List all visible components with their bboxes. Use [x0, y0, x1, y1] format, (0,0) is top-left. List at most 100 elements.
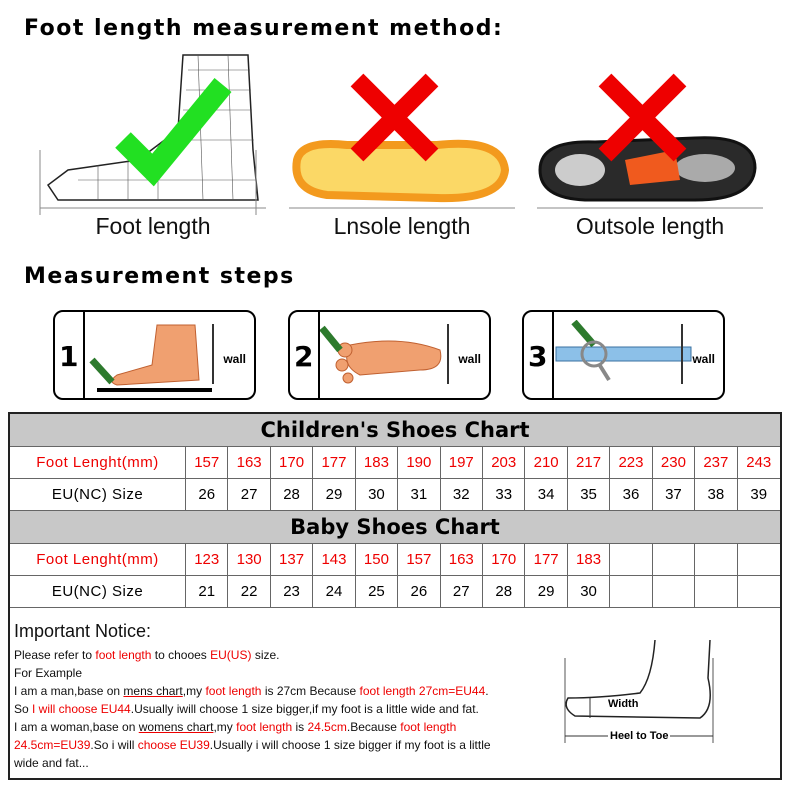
step-3: 3 wall [522, 310, 725, 400]
notice-text: foot length 27cm=EU44 [359, 684, 486, 698]
size-cell: 39 [750, 486, 768, 503]
size-cell [738, 576, 780, 608]
insole-icon [289, 73, 515, 209]
notice-text: ,my [213, 720, 237, 734]
size-cell: 150 [356, 544, 399, 576]
notice-text: 24.5cm=EU39 [14, 738, 91, 752]
notice-text: EU(US) [210, 648, 252, 662]
notice-text: foot length [400, 720, 457, 734]
size-cell: 223 [610, 447, 653, 479]
size-cell: 170 [483, 544, 526, 576]
width-label: Width [608, 698, 639, 710]
notice-line: 24.5cm=EU39.So i will choose EU39.Usuall… [14, 736, 554, 754]
notice-text: ,my [182, 684, 206, 698]
notice-line: So I will choose EU44.Usually iwill choo… [14, 700, 554, 718]
size-cell: 130 [228, 544, 271, 576]
method-label: Lnsole length [333, 213, 471, 239]
size-cell [738, 544, 780, 576]
notice-text: 24.5cm [307, 720, 347, 734]
wall-label: wall [458, 352, 481, 366]
size-cell: 26 [186, 479, 229, 511]
size-cell: 163 [441, 544, 483, 576]
row-label: Foot Lenght(mm) [10, 447, 186, 479]
ruler-icon [555, 320, 692, 382]
notice-title: Important Notice: [14, 621, 152, 641]
size-cell: 183 [568, 544, 611, 576]
notice-text: So [14, 702, 33, 716]
outsole-icon [537, 73, 763, 209]
size-cell: 137 [271, 544, 314, 576]
notice-text: .Because [346, 720, 401, 734]
size-cell: 237 [695, 447, 738, 479]
size-cell: 34 [525, 479, 568, 511]
size-cell: 170 [271, 447, 314, 479]
notice-text: size. [251, 648, 280, 662]
important-notice: Important Notice: Please refer to foot l… [14, 622, 554, 772]
size-cell: 32 [441, 479, 483, 511]
size-chart-table: Children's Shoes Chart Foot Lenght(mm) 15… [8, 412, 782, 780]
method-foot-length: Foot length [38, 50, 268, 245]
notice-text: foot length [236, 720, 293, 734]
baby-chart-title: Baby Shoes Chart [10, 511, 780, 544]
foot-outline-icon [564, 639, 714, 743]
size-cell: 29 [525, 576, 568, 608]
size-cell: 30 [356, 479, 399, 511]
step-number: 3 [528, 340, 548, 373]
size-cell: 190 [398, 447, 441, 479]
notice-text: foot length [205, 684, 262, 698]
size-cell [653, 576, 696, 608]
row-label: EU(NC) Size [10, 576, 186, 608]
size-cell: 35 [568, 479, 611, 511]
size-cell [695, 576, 738, 608]
size-cell: 163 [228, 447, 271, 479]
step-1: 1 wall [53, 310, 256, 400]
notice-text: to chooes [151, 648, 211, 662]
row-label: EU(NC) Size [10, 479, 186, 511]
step-number: 1 [59, 340, 79, 373]
notice-text: .Usually iwill choose 1 size bigger,if m… [130, 702, 479, 716]
size-cell: 157 [186, 447, 229, 479]
size-cell: 26 [398, 576, 441, 608]
notice-text: foot length [95, 648, 152, 662]
size-cell: 197 [441, 447, 483, 479]
size-cell: 36 [610, 479, 653, 511]
size-cell: 143 [313, 544, 356, 576]
size-cell: 38 [695, 479, 738, 511]
size-cell: 25 [356, 576, 399, 608]
notice-line: Please refer to foot length to chooes EU… [14, 646, 554, 664]
size-cell [610, 544, 653, 576]
notice-line: I am a woman,base on womens chart,my foo… [14, 718, 554, 736]
size-cell: 203 [483, 447, 526, 479]
method-insole-length: Lnsole length [287, 50, 517, 245]
foot-side-icon [89, 324, 212, 392]
method-label: Foot length [95, 213, 211, 239]
step-2: 2 wall [288, 310, 491, 400]
size-cell: 21 [186, 576, 229, 608]
step-number: 2 [294, 340, 314, 373]
size-cell: 30 [568, 576, 611, 608]
baby-foot-length-row: Foot Lenght(mm) 123 130 137 143 150 157 163 170 1… [10, 544, 780, 576]
size-cell: 33 [483, 479, 526, 511]
notice-line: For Example [14, 666, 83, 680]
notice-text: choose EU39 [137, 738, 210, 752]
size-cell: 37 [653, 479, 696, 511]
method-outsole-length: Outsole length [535, 50, 765, 245]
size-cell: 210 [525, 447, 568, 479]
notice-text: I am a man,base on [14, 684, 124, 698]
wall-label: wall [692, 352, 715, 366]
size-cell: 183 [356, 447, 399, 479]
notice-text: .Usually i will choose 1 size bigger if … [209, 738, 491, 752]
notice-text: womens chart [138, 720, 214, 734]
size-cell: 31 [398, 479, 441, 511]
size-cell [610, 576, 653, 608]
size-cell [653, 544, 696, 576]
notice-line: I am a man,base on mens chart,my foot le… [14, 682, 554, 700]
notice-line: wide and fat... [14, 756, 89, 770]
row-label: Foot Lenght(mm) [10, 544, 186, 576]
size-cell: 28 [271, 479, 314, 511]
size-cell: 27 [441, 576, 483, 608]
foot-wireframe-icon [39, 54, 266, 215]
notice-text: mens chart [123, 684, 183, 698]
wall-label: wall [223, 352, 246, 366]
size-cell: 28 [483, 576, 526, 608]
